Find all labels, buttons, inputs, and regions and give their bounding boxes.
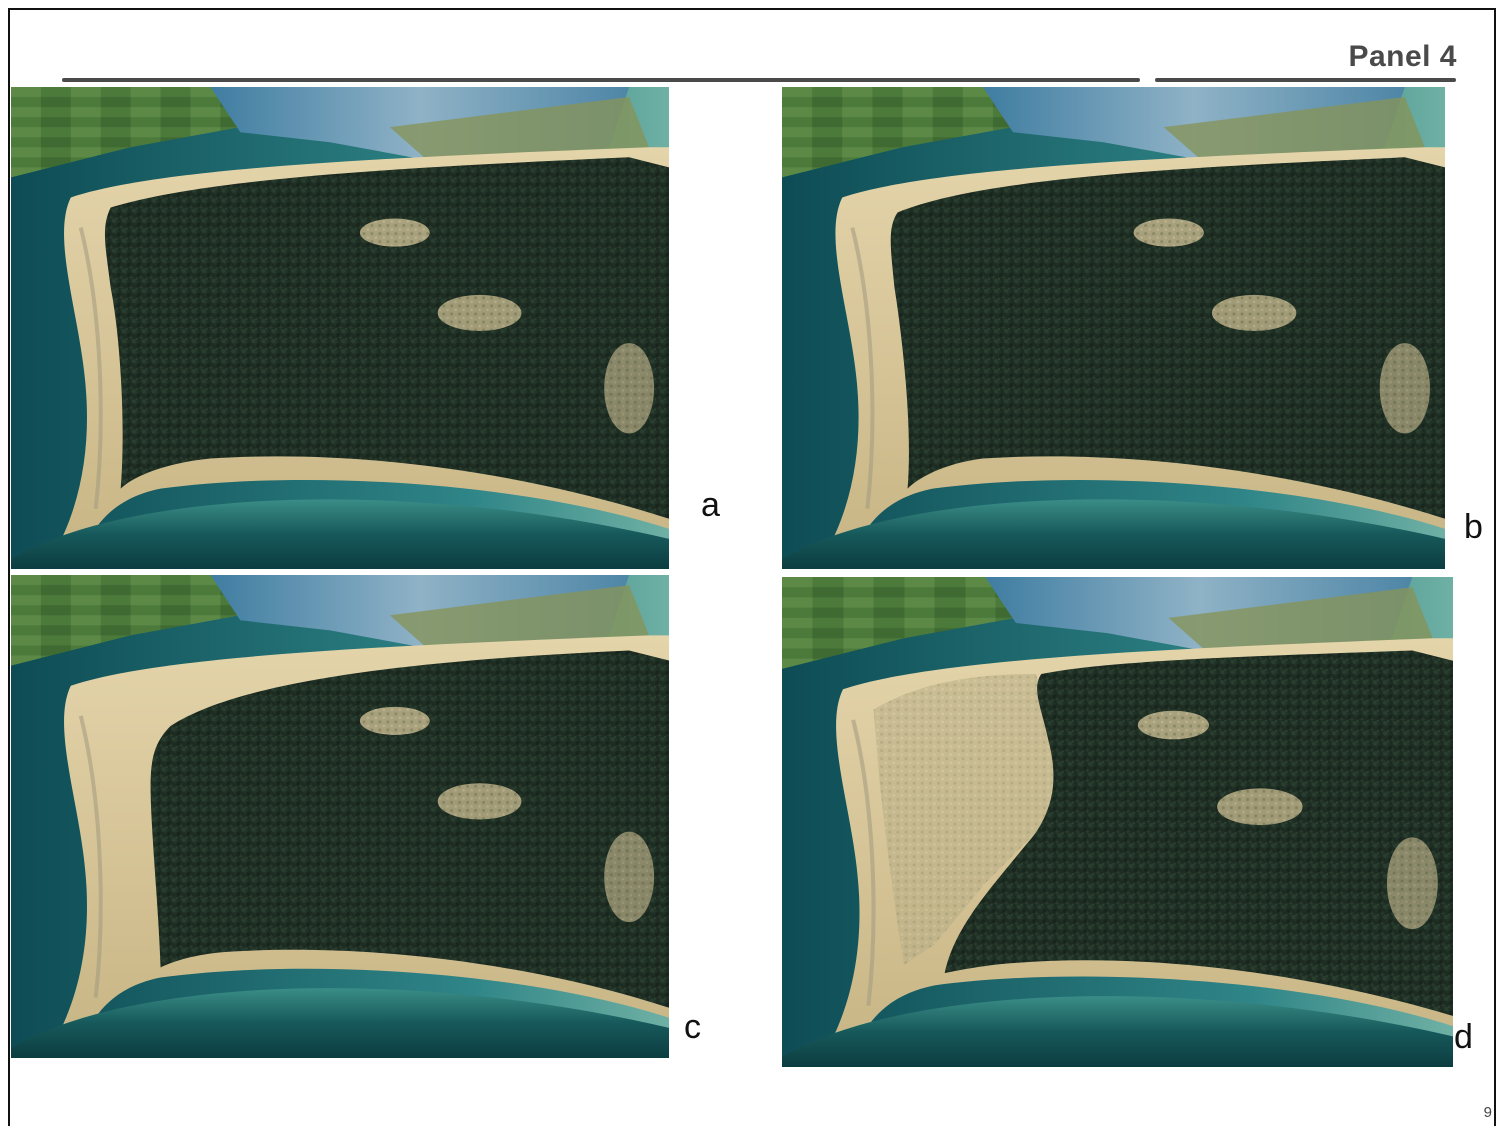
aerial-photo-a bbox=[11, 87, 669, 569]
title-rule-right bbox=[1155, 78, 1456, 82]
aerial-photo-d bbox=[782, 577, 1453, 1067]
title-rule-left bbox=[62, 78, 1140, 82]
panel-label-c: c bbox=[684, 1008, 701, 1046]
panel-label-b: b bbox=[1464, 508, 1483, 546]
panel-label-a: a bbox=[701, 486, 720, 524]
aerial-photo-c bbox=[11, 575, 669, 1058]
page-number: 9 bbox=[1483, 1104, 1492, 1121]
slide-frame bbox=[8, 8, 1496, 1126]
aerial-photo-b bbox=[782, 87, 1445, 569]
panel-label-d: d bbox=[1454, 1018, 1473, 1056]
panel-title: Panel 4 bbox=[1348, 40, 1457, 73]
